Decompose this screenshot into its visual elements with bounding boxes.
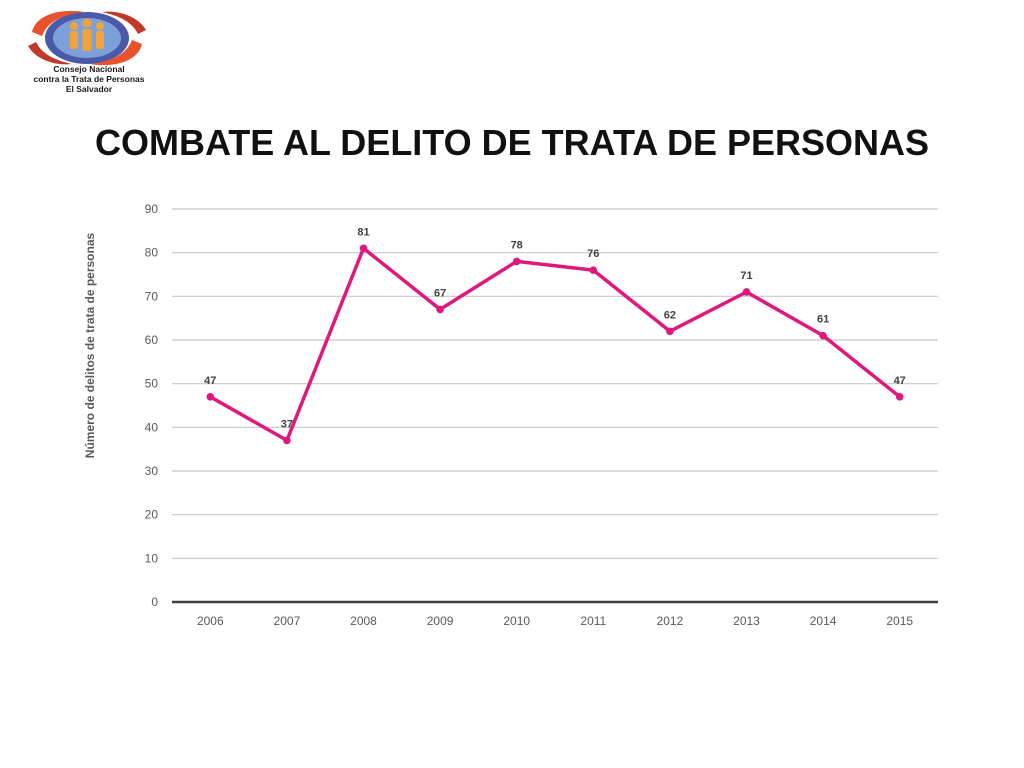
data-point <box>359 244 368 253</box>
gridlines <box>172 208 938 604</box>
y-tick-label: 20 <box>145 508 159 522</box>
y-tick-label: 40 <box>145 420 159 434</box>
logo-text-line-1: Consejo Nacional <box>53 64 125 74</box>
data-label: 62 <box>664 309 676 321</box>
data-labels: 47 37 81 67 78 76 62 71 61 47 <box>204 226 906 430</box>
data-point <box>819 331 827 340</box>
x-tick-label: 2014 <box>810 614 837 628</box>
data-points <box>206 244 904 445</box>
data-point <box>895 392 904 401</box>
data-point <box>436 305 444 314</box>
x-tick-label: 2010 <box>503 614 530 628</box>
y-tick-label: 10 <box>145 551 159 565</box>
data-point <box>283 436 291 445</box>
y-tick-label: 70 <box>145 289 159 303</box>
logo-text-line-2: contra la Trata de Personas <box>33 74 145 84</box>
data-point <box>512 257 521 266</box>
x-tick-label: 2011 <box>580 614 606 628</box>
logo-emblem <box>28 10 146 66</box>
data-point <box>666 327 674 336</box>
x-tick-label: 2013 <box>733 614 760 628</box>
page-title: COMBATE AL DELITO DE TRATA DE PERSONAS <box>94 122 930 163</box>
x-tick-label: 2008 <box>350 614 377 628</box>
data-label: 76 <box>587 248 599 260</box>
y-tick-label: 90 <box>145 202 159 216</box>
y-tick-label: 80 <box>145 246 159 260</box>
y-tick-label: 0 <box>151 595 158 609</box>
y-axis-title: Número de delitos de trata de personas <box>83 232 97 458</box>
y-tick-label: 50 <box>145 377 159 391</box>
y-tick-label: 30 <box>145 464 159 478</box>
data-label: 61 <box>817 314 829 326</box>
data-label: 67 <box>434 287 446 299</box>
data-label: 71 <box>740 270 752 282</box>
data-point <box>206 392 215 401</box>
series-line <box>209 246 901 443</box>
logo-text-line-3: El Salvador <box>65 84 113 94</box>
data-label: 78 <box>511 239 523 251</box>
series-line-layer <box>209 246 901 443</box>
data-label: 47 <box>894 375 906 387</box>
x-tick-label: 2015 <box>886 614 913 628</box>
data-label: 81 <box>357 226 369 238</box>
x-tick-label: 2009 <box>427 614 454 628</box>
x-tick-label: 2012 <box>657 614 684 628</box>
x-tick-label: 2006 <box>197 614 224 628</box>
logo: Consejo Nacional contra la Trata de Pers… <box>14 6 164 94</box>
data-label: 47 <box>204 375 216 387</box>
y-axis-ticks: 0 10 20 30 40 50 60 70 80 90 <box>145 202 159 609</box>
x-axis-ticks: 2006 2007 2008 2009 2010 2011 2012 2013 2014 2015 <box>197 614 913 628</box>
y-tick-label: 60 <box>145 333 159 347</box>
data-label: 37 <box>281 418 293 430</box>
data-point <box>589 266 598 274</box>
x-tick-label: 2007 <box>274 614 301 628</box>
data-point <box>742 288 751 296</box>
